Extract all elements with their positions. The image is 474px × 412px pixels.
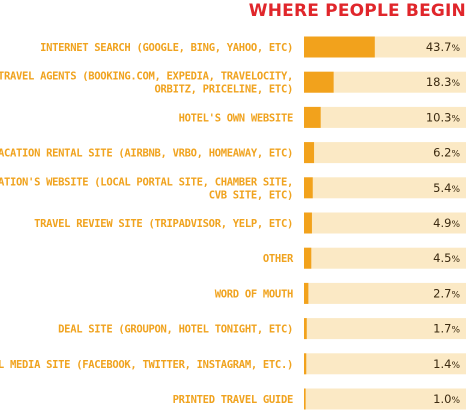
bar-track (304, 318, 466, 340)
value-label: 1.7% (433, 322, 460, 336)
category-label: VACATION RENTAL SITE (AIRBNB, VRBO, HOME… (0, 148, 293, 160)
value-label: 1.4% (433, 357, 460, 371)
value-label: 6.2% (433, 146, 460, 160)
bar-track (304, 106, 466, 128)
value-label: 4.5% (433, 251, 460, 265)
chart-title: WHERE PEOPLE BEGIN (249, 1, 466, 21)
category-label: ONLINE TRAVEL AGENTS (BOOKING.COM, EXPED… (0, 71, 293, 96)
bar (304, 106, 321, 128)
bar-track (304, 71, 466, 93)
value-label: 2.7% (433, 286, 460, 300)
bar (304, 177, 313, 199)
bar-track (304, 247, 466, 269)
bar (304, 247, 312, 269)
category-label: SOCIAL MEDIA SITE (FACEBOOK, TWITTER, IN… (0, 359, 293, 371)
category-label: WORD OF MOUTH (215, 288, 293, 300)
bar-track (304, 177, 466, 199)
bar (304, 71, 334, 93)
category-label: HOTEL'S OWN WEBSITE (179, 112, 293, 124)
bar (304, 282, 309, 304)
value-label: 1.0% (433, 392, 460, 406)
category-label: OTHER (263, 253, 294, 265)
category-label: DEAL SITE (GROUPON, HOTEL TONIGHT, ETC) (58, 324, 293, 336)
value-label: 10.3% (426, 110, 461, 124)
value-label: 18.3% (426, 75, 461, 89)
bars-group: INTERNET SEARCH (GOOGLE, BING, YAHOO, ET… (0, 36, 466, 410)
value-label: 43.7% (426, 40, 461, 54)
category-label: TRAVEL REVIEW SITE (TRIPADVISOR, YELP, E… (34, 218, 293, 230)
bar (304, 212, 312, 234)
bar (304, 388, 306, 410)
bar-track (304, 282, 466, 304)
bar (304, 318, 307, 340)
bar (304, 353, 307, 375)
bar-track (304, 142, 466, 164)
bar-track (304, 388, 466, 410)
category-label: DESTINATION'S WEBSITE (LOCAL PORTAL SITE… (0, 176, 293, 201)
value-label: 4.9% (433, 216, 460, 230)
bar (304, 142, 315, 164)
value-label: 5.4% (433, 181, 460, 195)
category-label: PRINTED TRAVEL GUIDE (173, 394, 293, 406)
bar-track (304, 353, 466, 375)
bar-track (304, 212, 466, 234)
bar (304, 36, 375, 58)
category-label: INTERNET SEARCH (GOOGLE, BING, YAHOO, ET… (40, 42, 293, 54)
